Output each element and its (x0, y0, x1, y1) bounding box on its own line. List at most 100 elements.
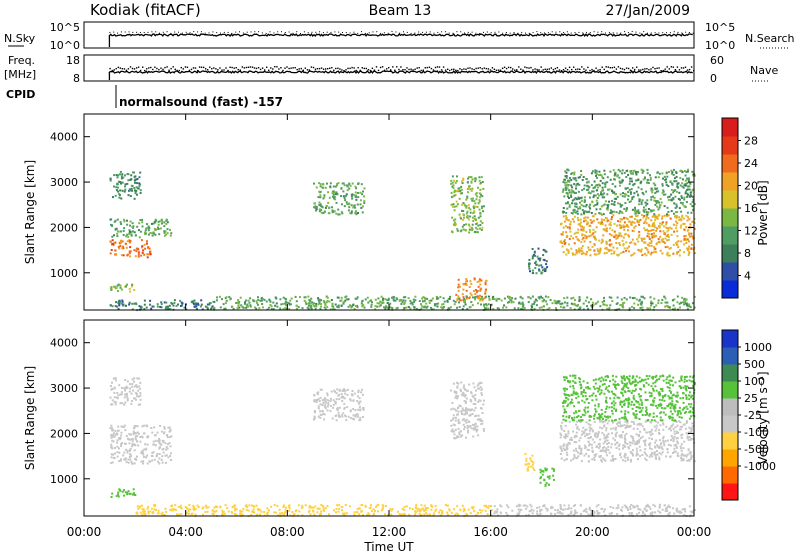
scatter-cell (620, 193, 622, 195)
scatter-cell (658, 176, 660, 178)
scatter-cell (581, 200, 583, 202)
scatter-cell (598, 413, 600, 415)
nsearch-dot (655, 32, 656, 33)
scatter-cell (553, 470, 555, 472)
scatter-cell (664, 395, 666, 397)
scatter-cell (604, 248, 606, 250)
scatter-cell (480, 386, 482, 388)
scatter-cell (298, 306, 300, 308)
scatter-cell (457, 395, 459, 397)
scatter-cell (596, 218, 598, 220)
scatter-cell (630, 193, 632, 195)
nsearch-dot (540, 32, 541, 33)
scatter-cell (561, 422, 563, 424)
nave-dot (669, 68, 670, 69)
nsearch-dot (689, 32, 690, 33)
nave-dot (191, 69, 192, 70)
scatter-cell (157, 228, 159, 230)
scatter-cell (643, 209, 645, 211)
scatter-cell (654, 426, 656, 428)
scatter-cell (583, 252, 585, 254)
scatter-cell (672, 253, 674, 255)
scatter-cell (658, 446, 660, 448)
scatter-cell (574, 178, 576, 180)
scatter-cell (634, 384, 636, 386)
scatter-cell (566, 302, 568, 304)
scatter-cell (465, 223, 467, 225)
scatter-cell (588, 211, 590, 213)
freq-label-line2: [MHz] (4, 68, 36, 81)
scatter-cell (611, 432, 613, 434)
scatter-cell (470, 306, 472, 308)
scatter-cell (345, 390, 347, 392)
scatter-cell (124, 191, 126, 193)
scatter-cell (643, 384, 645, 386)
scatter-cell (572, 254, 574, 256)
scatter-cell (358, 403, 360, 405)
scatter-cell (472, 424, 474, 426)
scatter-cell (129, 391, 131, 393)
power-scatter (110, 169, 696, 312)
scatter-cell (613, 393, 615, 395)
scatter-cell (475, 390, 477, 392)
scatter-cell (614, 201, 616, 203)
scatter-cell (571, 417, 573, 419)
scatter-cell (474, 394, 476, 396)
scatter-cell (603, 421, 605, 423)
nave-dot (380, 67, 381, 68)
scatter-cell (144, 232, 146, 234)
scatter-cell (671, 435, 673, 437)
scatter-cell (413, 301, 415, 303)
scatter-cell (123, 495, 125, 497)
scatter-cell (687, 454, 689, 456)
scatter-cell (471, 427, 473, 429)
scatter-cell (543, 479, 545, 481)
scatter-cell (405, 307, 407, 309)
scatter-cell (653, 215, 655, 217)
scatter-cell (284, 307, 286, 309)
scatter-cell (615, 198, 617, 200)
scatter-cell (115, 379, 117, 381)
scatter-cell (667, 254, 669, 256)
scatter-cell (562, 234, 564, 236)
nave-dot (575, 69, 576, 70)
nave-dot (146, 68, 147, 69)
scatter-cell (632, 172, 634, 174)
scatter-cell (341, 212, 343, 214)
scatter-cell (126, 393, 128, 395)
scatter-cell (611, 253, 613, 255)
scatter-cell (646, 199, 648, 201)
scatter-cell (468, 186, 470, 188)
scatter-cell (322, 187, 324, 189)
scatter-cell (130, 448, 132, 450)
scatter-cell (633, 428, 635, 430)
nsearch-dot (643, 31, 644, 32)
nave-dot (473, 69, 474, 70)
scatter-cell (133, 492, 135, 494)
nsearch-dot (117, 33, 118, 34)
scatter-cell (540, 476, 542, 478)
nave-dot (502, 68, 503, 69)
scatter-cell (148, 229, 150, 231)
scatter-cell (140, 231, 142, 233)
scatter-cell (621, 417, 623, 419)
scatter-cell (408, 297, 410, 299)
scatter-cell (590, 298, 592, 300)
scatter-cell (454, 303, 456, 305)
scatter-cell (465, 229, 467, 231)
nsearch-dot (262, 32, 263, 33)
scatter-cell (651, 245, 653, 247)
scatter-cell (115, 254, 117, 256)
scatter-cell (641, 240, 643, 242)
scatter-cell (621, 380, 623, 382)
scatter-cell (253, 300, 255, 302)
scatter-cell (609, 397, 611, 399)
scatter-cell (460, 230, 462, 232)
scatter-cell (659, 223, 661, 225)
scatter-cell (383, 302, 385, 304)
nave-dot (305, 68, 306, 69)
scatter-cell (563, 297, 565, 299)
scatter-cell (638, 423, 640, 425)
scatter-cell (658, 238, 660, 240)
scatter-cell (598, 171, 600, 173)
